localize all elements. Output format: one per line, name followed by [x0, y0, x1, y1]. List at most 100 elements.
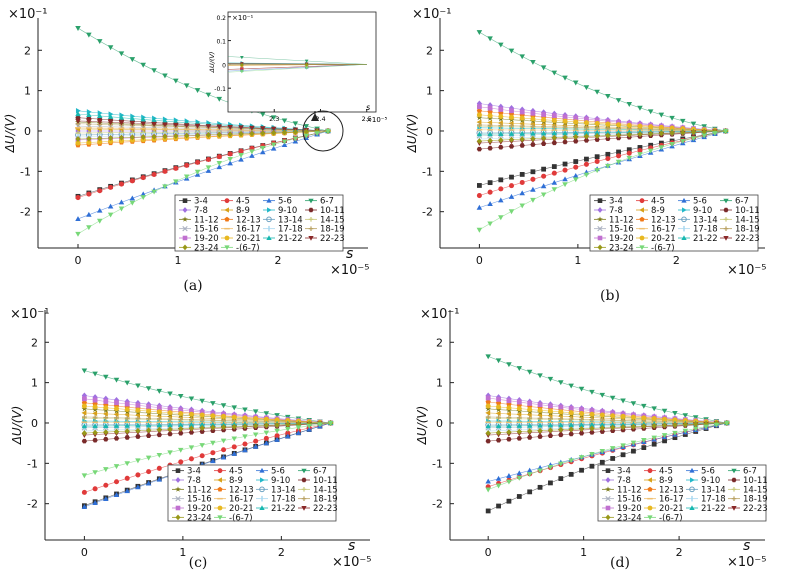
data-point: [615, 132, 622, 139]
data-point: [626, 122, 632, 128]
data-point: [599, 409, 605, 415]
data-point: [609, 421, 616, 427]
data-point: [530, 169, 536, 175]
legend-label: 23-24: [187, 513, 212, 523]
data-point: [156, 465, 162, 471]
data-point: [516, 366, 523, 371]
data-point: [107, 45, 114, 51]
data-point: [151, 189, 157, 195]
data-point: [129, 115, 136, 121]
y-tick-label: 2: [436, 336, 443, 349]
legend-item-6-7: 6-7: [298, 467, 327, 477]
legend-marker: [182, 216, 188, 222]
data-point: [615, 129, 622, 135]
data-point: [227, 151, 233, 157]
data-point: [81, 438, 88, 444]
y-tick-label: 0: [426, 125, 433, 138]
data-point: [572, 130, 579, 135]
data-point: [205, 131, 212, 138]
legend-label: -(6-7): [236, 243, 260, 253]
legend-item-9-10: 9-10: [686, 476, 720, 486]
data-point: [651, 406, 657, 412]
legend-label: -(6-7): [229, 513, 253, 523]
legend-label: 14-15: [313, 485, 338, 495]
legend-box: [167, 464, 337, 522]
data-point: [113, 422, 120, 428]
data-point: [124, 401, 130, 407]
data-point: [75, 108, 81, 114]
inset-x-tick-label: 2.5: [362, 115, 372, 123]
y-multiplier: ×10⁻¹: [420, 307, 460, 322]
data-point: [156, 422, 163, 428]
series-22-23: [75, 118, 331, 134]
legend-marker: [723, 217, 729, 222]
data-point: [558, 461, 564, 467]
data-point: [292, 129, 299, 136]
data-point: [92, 410, 98, 417]
data-point: [540, 65, 547, 71]
inset-y-label: ΔU/(V): [208, 52, 216, 74]
data-point: [108, 184, 114, 190]
legend-item-22-23: 22-23: [305, 234, 345, 244]
data-point: [103, 415, 109, 420]
data-point: [167, 406, 173, 412]
data-point: [145, 427, 152, 434]
data-point: [92, 397, 98, 403]
series-5-6: [81, 420, 334, 509]
data-point: [113, 436, 120, 441]
data-point: [92, 486, 98, 492]
series-line: [488, 356, 727, 424]
data-point: [589, 463, 595, 469]
data-point: [615, 98, 622, 104]
data-point: [701, 128, 707, 135]
data-point: [680, 139, 686, 144]
data-point: [210, 413, 216, 419]
data-point: [476, 193, 482, 199]
data-point: [537, 468, 543, 474]
data-point: [605, 156, 611, 162]
x-multiplier: ×10⁻⁵: [727, 263, 767, 278]
data-point: [509, 123, 514, 129]
legend-marker: [723, 226, 729, 231]
data-point: [113, 406, 120, 412]
legend-marker: [681, 216, 687, 223]
legend-item-3-4: 3-4: [594, 197, 623, 207]
data-point: [530, 59, 536, 65]
legend-item-23-24: 23-24: [179, 243, 219, 253]
inset-y-tick-label: 0.2: [216, 15, 226, 22]
legend-label: 9-10: [693, 206, 712, 216]
data-point: [530, 176, 536, 182]
data-point: [285, 427, 291, 432]
data-point: [96, 119, 103, 125]
legend-marker: [731, 477, 737, 483]
legend-item-16-17: 16-17: [214, 495, 254, 505]
data-point: [113, 492, 120, 498]
legend-marker: [647, 505, 653, 511]
data-point: [485, 405, 492, 412]
data-point: [551, 170, 557, 176]
data-point: [558, 426, 564, 433]
legend-label: 19-20: [187, 504, 212, 514]
data-point: [156, 476, 163, 482]
data-point: [648, 142, 654, 148]
data-point: [216, 164, 223, 170]
legend-marker: [597, 198, 603, 203]
legend-marker: [224, 216, 230, 222]
data-point: [107, 212, 114, 218]
legend-marker: [301, 487, 307, 492]
data-point: [476, 227, 483, 233]
data-point: [548, 403, 553, 409]
data-point: [530, 186, 536, 192]
data-point: [216, 96, 223, 102]
data-point: [583, 161, 589, 167]
data-point: [92, 500, 98, 505]
data-point: [605, 129, 611, 135]
legend-marker: [301, 477, 307, 483]
data-point: [551, 179, 558, 185]
data-point: [516, 406, 522, 412]
data-point: [242, 447, 248, 453]
legend-marker: [224, 235, 230, 241]
data-point: [669, 142, 675, 147]
data-point: [589, 411, 595, 417]
